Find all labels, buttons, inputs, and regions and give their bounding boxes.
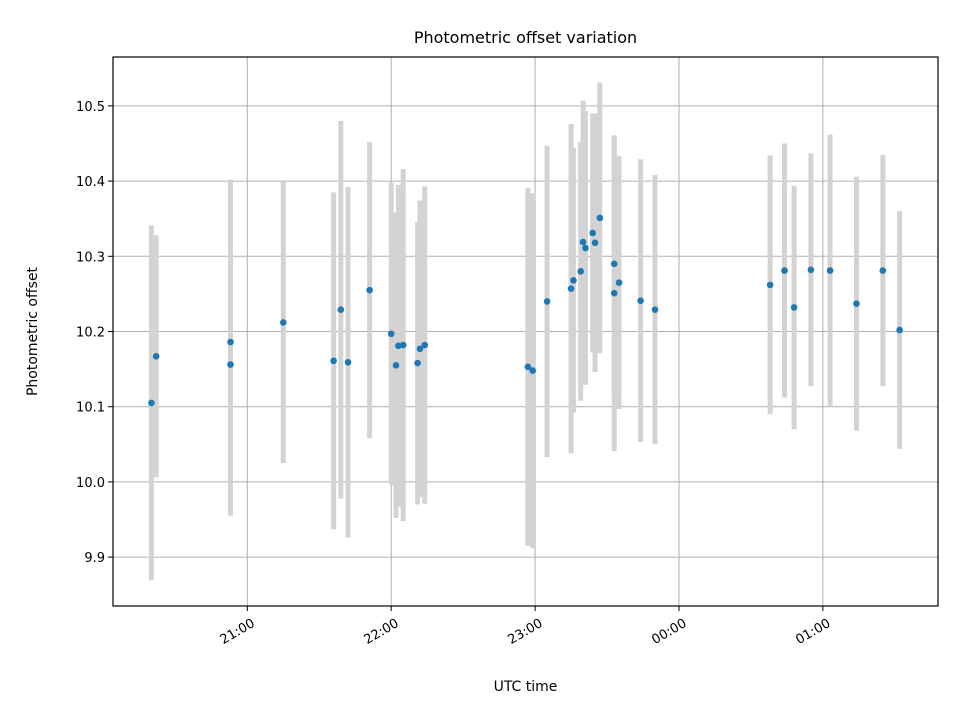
data-point [543,298,551,305]
data-point [610,289,618,297]
data-point [579,238,587,246]
data-point [582,244,589,252]
data-point [416,345,424,353]
data-point [344,359,352,366]
data-point [366,286,373,294]
data-point [781,267,788,274]
y-tick-label: 10.0 [76,476,105,491]
data-point [807,266,815,274]
data-point [577,268,584,275]
data-point [337,306,345,313]
data-point [570,277,577,284]
data-point [529,367,536,374]
data-point [421,341,429,349]
y-tick-label: 10.5 [76,100,105,115]
y-tick-label: 10.3 [76,250,105,265]
data-point [152,353,160,360]
data-point [766,281,774,289]
y-tick-label: 10.4 [76,175,105,190]
data-point [392,362,400,369]
data-point [637,297,644,304]
y-tick-label: 10.1 [76,401,105,416]
point-layer [148,214,903,407]
data-point [896,326,903,334]
y-tick-label: 10.2 [76,326,105,341]
data-point [826,267,834,274]
data-point [387,330,395,338]
data-point [227,361,234,368]
data-point [589,229,596,237]
data-point [227,338,234,346]
data-point [790,304,798,311]
data-point [148,399,155,407]
y-axis-label: Photometric offset [25,266,41,396]
data-point [279,319,287,326]
chart-title: Photometric offset variation [414,28,637,47]
x-axis-label: UTC time [494,679,558,695]
data-point [610,260,618,268]
data-point [399,341,407,349]
data-point [524,363,532,371]
data-point [615,279,623,286]
data-point [853,300,860,307]
data-point [596,214,604,222]
data-point [651,306,659,313]
data-point [879,267,887,274]
data-point [567,285,575,292]
data-point [591,239,599,247]
data-point [330,357,337,365]
y-tick-label: 9.9 [84,551,105,566]
data-point [414,359,421,367]
